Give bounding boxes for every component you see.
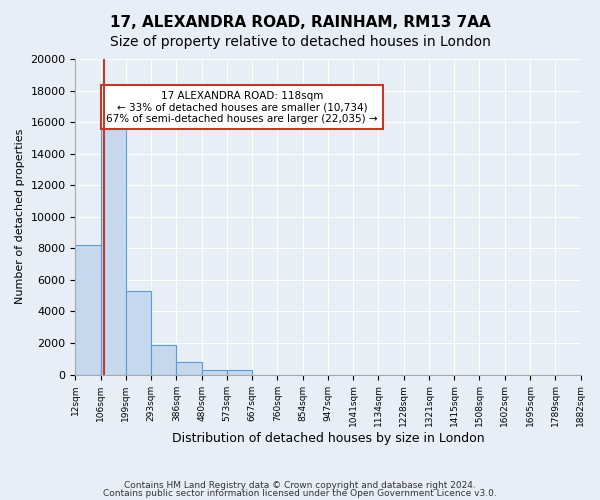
Text: Contains public sector information licensed under the Open Government Licence v3: Contains public sector information licen… [103,488,497,498]
Bar [126,291,151,374]
Bar [151,346,176,374]
Bar [202,370,227,374]
Y-axis label: Number of detached properties: Number of detached properties [15,129,25,304]
Text: 17 ALEXANDRA ROAD: 118sqm
← 33% of detached houses are smaller (10,734)
67% of s: 17 ALEXANDRA ROAD: 118sqm ← 33% of detac… [106,90,378,124]
Text: Contains HM Land Registry data © Crown copyright and database right 2024.: Contains HM Land Registry data © Crown c… [124,481,476,490]
X-axis label: Distribution of detached houses by size in London: Distribution of detached houses by size … [172,432,484,445]
Bar [101,112,126,374]
Text: 17, ALEXANDRA ROAD, RAINHAM, RM13 7AA: 17, ALEXANDRA ROAD, RAINHAM, RM13 7AA [110,15,490,30]
Bar [176,362,202,374]
Bar [227,370,252,374]
Text: Size of property relative to detached houses in London: Size of property relative to detached ho… [110,35,490,49]
Bar [76,245,101,374]
